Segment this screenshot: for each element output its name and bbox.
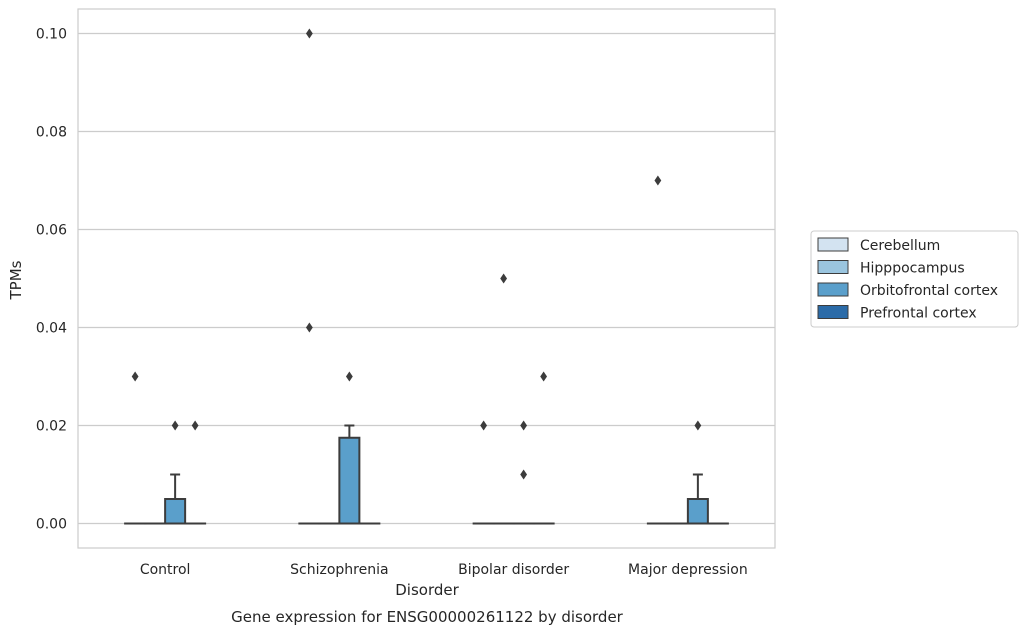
chart-caption: Gene expression for ENSG00000261122 by d…	[231, 608, 624, 626]
outlier-point	[654, 175, 662, 186]
box-orbitofrontal-cortex	[686, 420, 709, 525]
x-tick-label: Major depression	[628, 562, 748, 578]
box-prefrontal-cortex	[532, 371, 555, 525]
y-tick-label: 0.08	[36, 125, 67, 141]
outlier-point	[131, 371, 139, 382]
legend-swatch	[817, 237, 849, 252]
grid-lines	[78, 32, 775, 525]
y-tick-label: 0.00	[36, 517, 67, 533]
x-axis-label: Disorder	[395, 581, 459, 599]
x-tick-label: Bipolar disorder	[458, 562, 569, 578]
legend-swatch	[817, 305, 849, 319]
x-tick-label: Schizophrenia	[290, 562, 388, 578]
outlier-point	[345, 371, 353, 382]
box-body	[686, 498, 709, 525]
box-orbitofrontal-cortex	[338, 371, 361, 525]
y-tick-label: 0.10	[36, 27, 67, 43]
box-cerebellum	[472, 420, 495, 525]
legend-swatch	[817, 260, 849, 274]
legend-swatch	[817, 282, 849, 297]
box-cerebellum	[298, 28, 321, 525]
legend: Cerebellum Hipppocampus Orbitofrontal cort…	[810, 230, 1019, 328]
plot-frame	[77, 8, 776, 549]
y-tick-label: 0.04	[36, 321, 67, 337]
outlier-point	[305, 322, 313, 333]
outlier-point	[520, 469, 528, 480]
box-marks	[124, 28, 729, 525]
x-tick-label: Control	[140, 562, 191, 578]
box-hipppocampus	[492, 273, 515, 525]
legend-frame	[810, 230, 1019, 328]
box-prefrontal-cortex	[184, 420, 207, 525]
box-cerebellum	[124, 371, 147, 525]
outlier-point	[694, 420, 702, 431]
y-tick-label: 0.02	[36, 419, 67, 435]
legend-label: Prefrontal cortex	[860, 306, 977, 322]
box-body	[164, 498, 187, 525]
y-axis-ticks: 0.00 0.02 0.04 0.06 0.08 0.10	[36, 27, 67, 533]
box-cerebellum	[646, 175, 669, 525]
outlier-point	[520, 420, 528, 431]
box-orbitofrontal-cortex	[512, 420, 535, 525]
x-axis-ticks: Control Schizophrenia Bipolar disorder Majo…	[140, 562, 748, 578]
box-orbitofrontal-cortex	[164, 420, 187, 525]
box-body	[338, 436, 361, 525]
outlier-point	[480, 420, 488, 431]
y-tick-label: 0.06	[36, 223, 67, 239]
outlier-point	[500, 273, 508, 284]
outlier-point	[305, 28, 313, 39]
outlier-point	[191, 420, 199, 431]
legend-label: Orbitofrontal cortex	[860, 283, 998, 299]
legend-label: Hipppocampus	[860, 261, 965, 277]
outlier-point	[171, 420, 179, 431]
legend-label: Cerebellum	[860, 238, 940, 254]
y-axis-label: TPMs	[7, 260, 25, 300]
outlier-point	[540, 371, 548, 382]
